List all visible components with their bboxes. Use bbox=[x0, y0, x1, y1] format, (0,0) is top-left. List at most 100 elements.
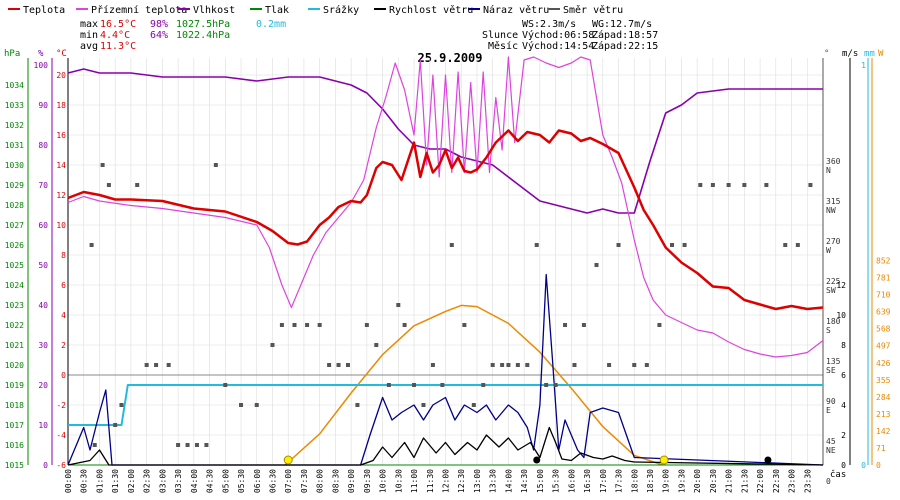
wind-direction-point bbox=[430, 363, 435, 367]
rain-tick: 0 bbox=[861, 461, 866, 470]
x-tick: 04:30 bbox=[206, 469, 215, 493]
legend-label: Tlak bbox=[265, 5, 289, 16]
x-tick: 07:30 bbox=[300, 469, 309, 493]
stats-max-hum: 98% bbox=[150, 19, 168, 30]
wind-direction-point bbox=[254, 403, 259, 407]
wind-direction-point bbox=[279, 323, 284, 327]
pressure-tick: 1033 bbox=[5, 101, 24, 110]
pressure-tick: 1026 bbox=[5, 241, 24, 250]
x-tick: 18:00 bbox=[630, 469, 639, 493]
solar-tick: 710 bbox=[876, 291, 891, 300]
direction-tick: 360 bbox=[826, 157, 841, 166]
temperature-tick: 10 bbox=[56, 221, 66, 230]
legend-label: Směr větru bbox=[563, 4, 623, 16]
pressure-tick: 1023 bbox=[5, 301, 24, 310]
direction-label: W bbox=[826, 246, 831, 255]
x-tick: 16:00 bbox=[567, 469, 576, 493]
direction-label: N bbox=[826, 166, 831, 175]
temperature-tick: 4 bbox=[61, 311, 66, 320]
solar-tick: 284 bbox=[876, 393, 891, 402]
wind-direction-point bbox=[305, 323, 310, 327]
humidity-tick: 30 bbox=[38, 341, 48, 350]
direction-label: NW bbox=[826, 206, 836, 215]
direction-tick: 270 bbox=[826, 237, 841, 246]
stats-avg-temp: 11.3°C bbox=[100, 41, 136, 52]
x-tick: 10:30 bbox=[394, 469, 403, 493]
humidity-tick: 10 bbox=[38, 421, 48, 430]
temperature-tick: 20 bbox=[56, 71, 66, 80]
wind-direction-point bbox=[462, 323, 467, 327]
pressure-tick: 1019 bbox=[5, 381, 24, 390]
wind-direction-point bbox=[481, 383, 486, 387]
wind-direction-point bbox=[698, 183, 703, 187]
grid bbox=[67, 58, 824, 466]
humidity-tick: 80 bbox=[38, 141, 48, 150]
x-tick: 23:00 bbox=[788, 469, 797, 493]
x-tick: 00:30 bbox=[80, 469, 89, 493]
temperature-tick: -6 bbox=[56, 461, 66, 470]
x-tick: 15:30 bbox=[552, 469, 561, 493]
solar-line bbox=[284, 304, 663, 466]
humidity-tick: 90 bbox=[38, 101, 48, 110]
solar-tick: 142 bbox=[876, 427, 891, 436]
legend-label: Vlhkost bbox=[193, 5, 235, 16]
x-tick: 09:00 bbox=[347, 469, 356, 493]
wind-direction-point bbox=[710, 183, 715, 187]
wind-direction-point bbox=[440, 383, 445, 387]
solar-tick: 781 bbox=[876, 274, 891, 283]
temperature-tick: 6 bbox=[61, 281, 66, 290]
wind-direction-point bbox=[534, 243, 539, 247]
solar-tick: 71 bbox=[876, 444, 886, 453]
x-tick: 12:30 bbox=[457, 469, 466, 493]
temperature-unit: °C bbox=[56, 49, 67, 59]
direction-tick: 45 bbox=[826, 437, 836, 446]
stats-min-label: min bbox=[80, 30, 98, 41]
humidity-line bbox=[67, 68, 823, 214]
wind-tick: 2 bbox=[841, 431, 846, 440]
wind-direction-point bbox=[449, 243, 454, 247]
x-tick: 09:30 bbox=[363, 469, 372, 493]
wind-direction-point bbox=[553, 383, 558, 387]
pressure-tick: 1028 bbox=[5, 201, 24, 210]
wind-direction-point bbox=[345, 363, 350, 367]
x-tick: 07:00 bbox=[284, 469, 293, 493]
pressure-tick: 1017 bbox=[5, 421, 24, 430]
solar-tick: 0 bbox=[876, 461, 881, 470]
stats-min-hum: 64% bbox=[150, 30, 168, 41]
x-tick: 05:30 bbox=[237, 469, 246, 493]
humidity-tick: 40 bbox=[38, 301, 48, 310]
humidity-tick: 60 bbox=[38, 221, 48, 230]
wind-direction-point bbox=[386, 383, 391, 387]
legend: Teplota Přízemní teplota Vlhkost Tlak Srážky… bbox=[8, 4, 623, 16]
wind-direction-point bbox=[176, 443, 181, 447]
series bbox=[67, 56, 824, 466]
axis-units: hPa % °C ° m/s mm W čas bbox=[4, 49, 884, 480]
x-axis-label: čas bbox=[830, 469, 846, 480]
pressure-tick: 1021 bbox=[5, 341, 24, 350]
direction-label: SW bbox=[826, 286, 836, 295]
x-tick: 20:00 bbox=[693, 469, 702, 493]
solar-tick: 426 bbox=[876, 359, 891, 368]
x-tick: 17:00 bbox=[599, 469, 608, 493]
wind-direction-point bbox=[670, 243, 674, 247]
wind-direction-point bbox=[515, 363, 520, 367]
wind-direction-point bbox=[396, 303, 401, 307]
pressure-tick: 1034 bbox=[5, 81, 24, 90]
wind-direction-point bbox=[270, 343, 275, 347]
direction-label: NE bbox=[826, 446, 836, 455]
x-tick: 22:00 bbox=[756, 469, 765, 493]
wind-direction-point bbox=[154, 363, 159, 367]
wind-direction-point bbox=[223, 383, 228, 387]
markers bbox=[283, 455, 772, 465]
humidity-tick: 70 bbox=[38, 181, 48, 190]
sunset-marker bbox=[659, 455, 669, 465]
x-tick: 00:00 bbox=[64, 469, 73, 493]
wind-direction-point bbox=[506, 363, 511, 367]
wind-direction-point bbox=[544, 383, 549, 387]
direction-label: S bbox=[826, 326, 831, 335]
wind-direction-point bbox=[783, 243, 788, 247]
x-tick: 06:30 bbox=[268, 469, 277, 493]
x-tick: 11:30 bbox=[426, 469, 435, 493]
x-tick: 14:00 bbox=[504, 469, 513, 493]
